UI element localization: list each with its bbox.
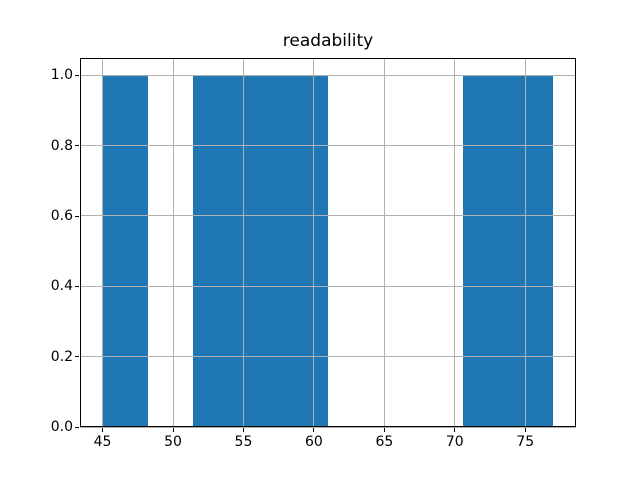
- y-tick-label: 0.8: [50, 137, 73, 154]
- y-tick-mark: [75, 356, 79, 358]
- x-tick-label: 75: [516, 434, 535, 451]
- gridline-vertical: [454, 57, 456, 428]
- gridline-horizontal: [80, 74, 576, 76]
- x-tick-mark: [383, 428, 385, 433]
- x-tick-mark: [102, 428, 104, 433]
- x-tick-mark: [242, 428, 244, 433]
- plot-area: [80, 57, 576, 428]
- y-tick-mark: [75, 145, 79, 147]
- gridline-vertical: [524, 57, 526, 428]
- x-tick-label: 55: [234, 434, 253, 451]
- bars-layer: [80, 58, 576, 428]
- grid-layer: [80, 57, 576, 428]
- chart-title: readability: [282, 31, 374, 51]
- gridline-horizontal: [80, 426, 576, 428]
- x-tick-mark: [454, 428, 456, 433]
- gridline-horizontal: [80, 285, 576, 287]
- x-tick-label: 70: [445, 434, 464, 451]
- histogram-bar: [237, 75, 283, 428]
- x-tick-label: 50: [164, 434, 182, 451]
- histogram-bar: [192, 75, 238, 428]
- gridline-horizontal: [80, 215, 576, 217]
- gridline-vertical: [313, 57, 315, 428]
- gridline-vertical: [383, 57, 385, 428]
- y-tick-mark: [75, 74, 79, 76]
- histogram-bar: [282, 75, 328, 428]
- x-tick-label: 60: [304, 434, 323, 451]
- y-tick-label: 1.0: [50, 67, 73, 84]
- x-tick-label: 65: [375, 434, 394, 451]
- y-tick-mark: [75, 215, 79, 217]
- gridline-horizontal: [80, 356, 576, 358]
- y-tick-label: 0.0: [50, 419, 73, 436]
- gridline-vertical: [102, 57, 104, 428]
- y-tick-mark: [75, 285, 79, 287]
- x-tick-mark: [524, 428, 526, 433]
- y-tick-label: 0.2: [50, 348, 73, 365]
- y-tick-mark: [75, 426, 79, 428]
- y-tick-label: 0.6: [50, 208, 73, 224]
- y-tick-label: 0.4: [50, 278, 73, 295]
- gridline-vertical: [172, 57, 174, 428]
- x-tick-mark: [313, 428, 315, 433]
- gridline-horizontal: [80, 145, 576, 147]
- x-tick-mark: [172, 428, 174, 433]
- histogram-bar: [102, 75, 148, 428]
- gridline-vertical: [242, 57, 244, 428]
- histogram-bar: [508, 75, 554, 428]
- histogram-bar: [463, 75, 509, 428]
- x-tick-label: 45: [93, 434, 112, 451]
